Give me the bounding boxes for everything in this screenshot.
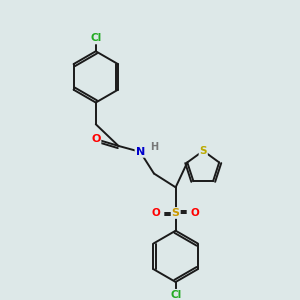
Text: O: O: [152, 208, 160, 218]
Text: N: N: [136, 147, 145, 157]
Text: O: O: [191, 208, 200, 218]
Text: H: H: [150, 142, 158, 152]
Text: O: O: [91, 134, 101, 144]
Text: Cl: Cl: [90, 34, 101, 44]
Text: S: S: [172, 208, 180, 218]
Text: Cl: Cl: [170, 290, 181, 300]
Text: S: S: [200, 146, 207, 156]
